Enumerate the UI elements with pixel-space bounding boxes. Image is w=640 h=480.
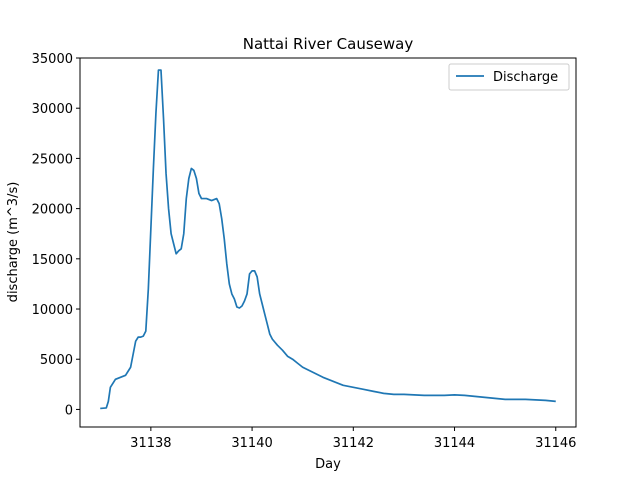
plot-area [79, 57, 577, 428]
legend-box [448, 63, 570, 91]
x-tick-label: 31140 [231, 436, 272, 451]
y-tick-label: 30000 [32, 102, 73, 117]
plot-frame [79, 57, 577, 428]
y-tick-label: 35000 [32, 52, 73, 67]
discharge-series-line [100, 69, 556, 410]
y-tick-label: 10000 [32, 303, 73, 318]
x-tick-label: 31138 [130, 436, 171, 451]
y-axis-label: discharge (m^3/s) [6, 182, 21, 303]
x-axis: 31138 31140 31142 31144 31146 [130, 427, 576, 451]
y-tick-label: 0 [65, 403, 73, 418]
chart-title: Nattai River Causeway [243, 35, 414, 53]
x-tick-label: 31146 [535, 436, 576, 451]
legend-label-discharge: Discharge [493, 70, 558, 85]
x-tick-label: 31144 [434, 436, 475, 451]
legend: Discharge [448, 63, 570, 91]
y-tick-label: 5000 [40, 353, 73, 368]
x-tick-label: 31142 [333, 436, 374, 451]
y-tick-label: 25000 [32, 152, 73, 167]
y-tick-label: 15000 [32, 253, 73, 268]
x-axis-label: Day [315, 457, 341, 472]
y-tick-label: 20000 [32, 203, 73, 218]
y-axis: 0 5000 10000 15000 20000 25000 30000 35000 [32, 52, 80, 418]
